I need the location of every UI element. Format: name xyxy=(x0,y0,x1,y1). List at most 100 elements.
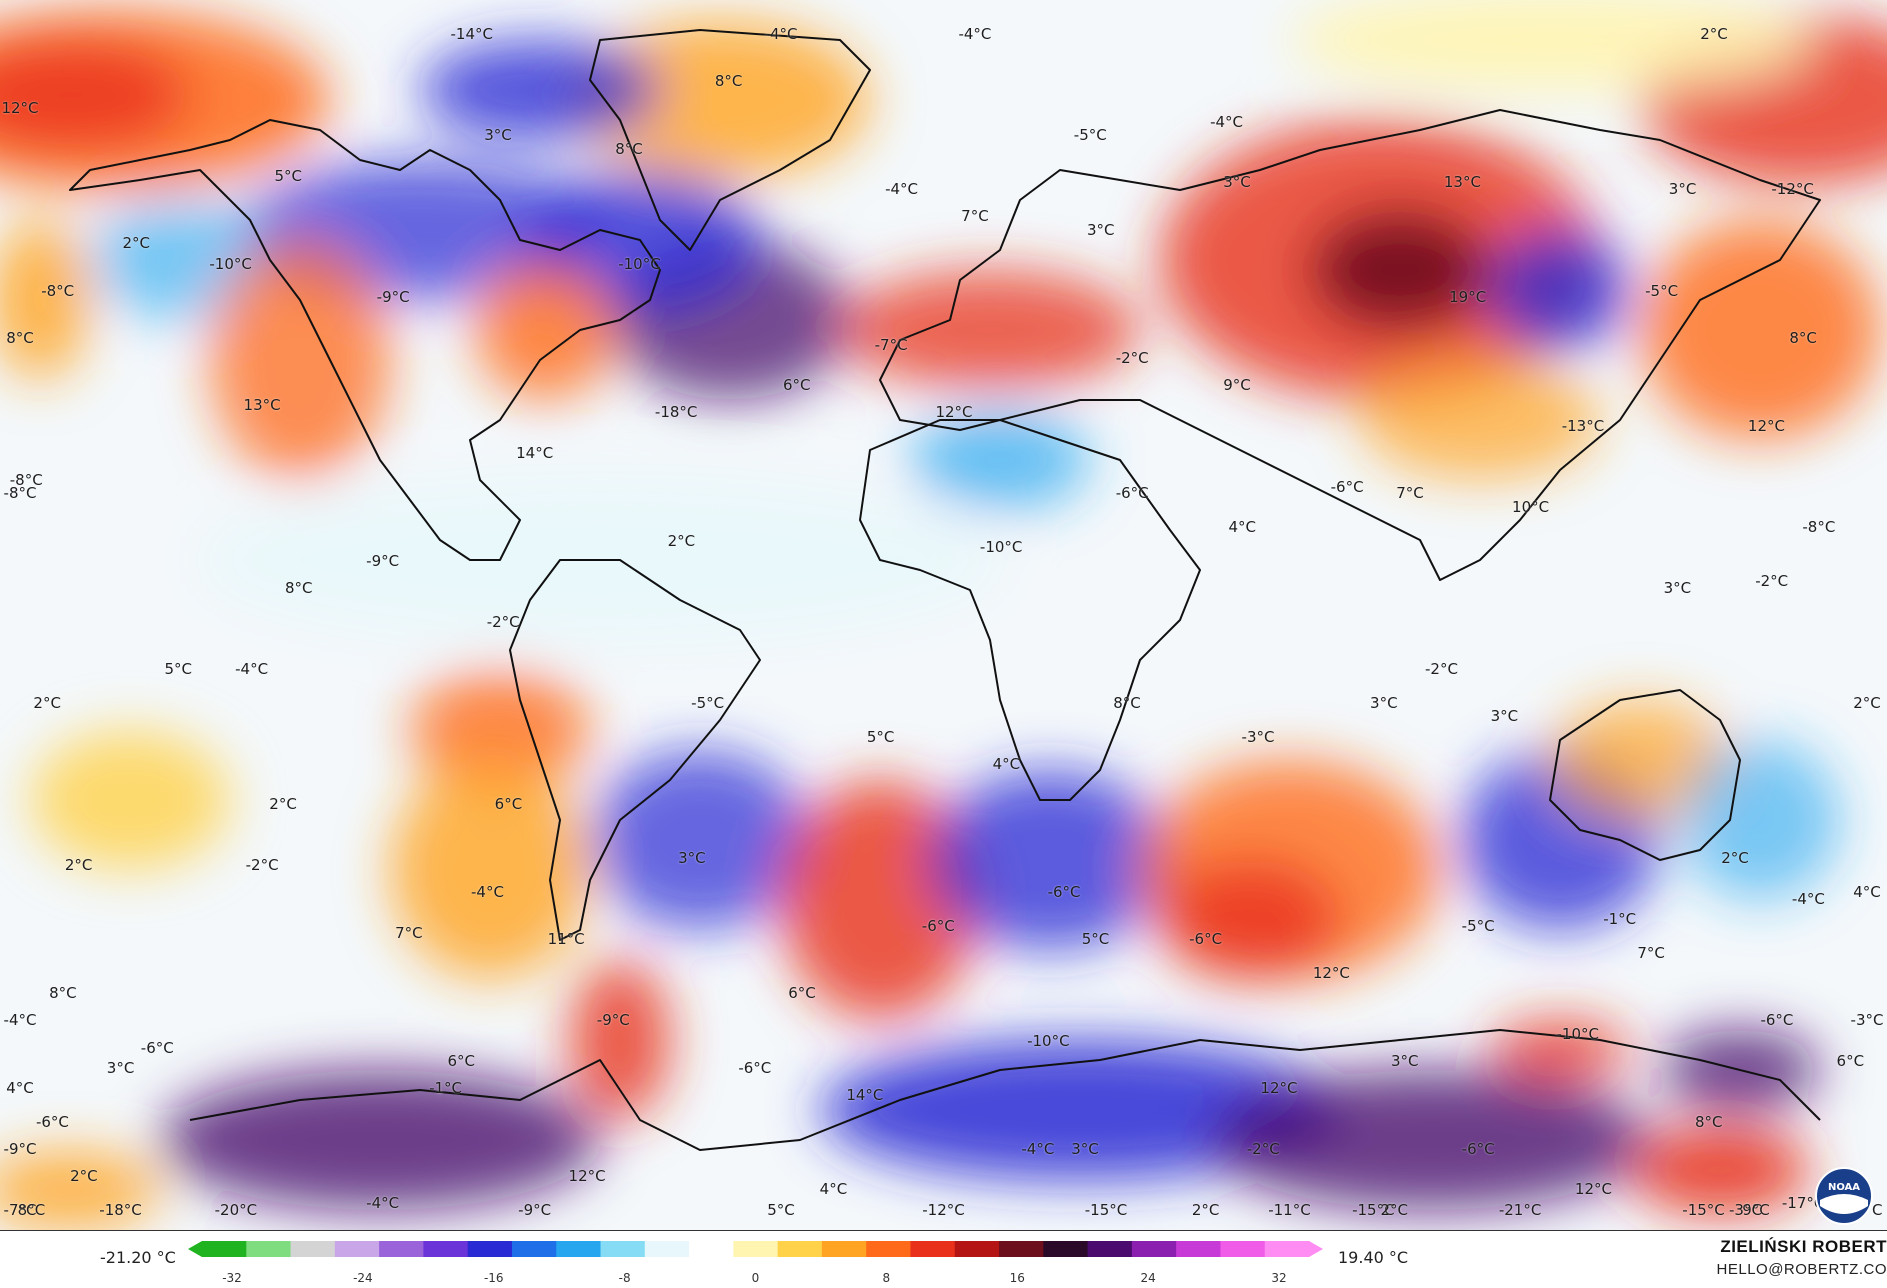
temperature-label: -2°C xyxy=(486,612,520,631)
colorbar-tick-label: 16 xyxy=(1009,1271,1025,1285)
temperature-label: -3°C xyxy=(1729,1200,1762,1219)
coastlines xyxy=(69,29,1821,1151)
colorbar-segment xyxy=(379,1241,424,1257)
temperature-label: 12°C xyxy=(1260,1079,1298,1098)
temperature-label: -2°C xyxy=(1424,660,1458,679)
south-america-outline xyxy=(509,559,761,941)
temperature-label: -14°C xyxy=(450,24,493,43)
temperature-label: 12°C xyxy=(1312,964,1350,983)
temperature-label: 2°C xyxy=(1721,849,1749,868)
author-name: ZIELIŃSKI ROBERT xyxy=(1720,1237,1887,1256)
colorbar-segment xyxy=(290,1241,336,1257)
temperature-label: -21°C xyxy=(1498,1200,1542,1219)
noaa-logo-icon: NOAA xyxy=(1815,1167,1873,1225)
temperature-label: -9°C xyxy=(518,1200,552,1219)
australia-outline xyxy=(1549,689,1741,861)
temperature-label: 9°C xyxy=(1223,376,1251,395)
temperature-label: 10°C xyxy=(1512,497,1550,516)
colorbar-segment xyxy=(999,1241,1044,1257)
colorbar-segment xyxy=(1043,1241,1089,1257)
temperature-label: -6°C xyxy=(1461,1139,1495,1158)
temperature-label: -6°C xyxy=(1047,883,1081,902)
temperature-label: 6°C xyxy=(788,984,816,1003)
colorbar-segment xyxy=(600,1241,646,1257)
colorbar-segment xyxy=(644,1241,690,1257)
temperature-label: 12°C xyxy=(1,99,39,118)
temperature-label: 2°C xyxy=(1700,24,1728,43)
temperature-label: 3°C xyxy=(1391,1052,1419,1071)
colorbar-gradient xyxy=(188,1241,1323,1257)
colorbar-segment xyxy=(246,1241,292,1257)
colorbar-segment xyxy=(1087,1241,1133,1257)
temperature-label: -10°C xyxy=(209,254,252,273)
author-email: HELLO@ROBERTZ.CO xyxy=(1716,1261,1887,1278)
temperature-label: 7°C xyxy=(961,207,989,226)
colorbar-tick-label: 32 xyxy=(1271,1271,1287,1285)
temperature-label: -6°C xyxy=(738,1058,772,1077)
temperature-label: 11°C xyxy=(547,930,585,949)
temperature-label: 8°C xyxy=(1695,1112,1723,1131)
temperature-label: -7°C xyxy=(874,335,908,354)
temperature-label: -10°C xyxy=(618,254,661,273)
temperature-label: -10°C xyxy=(979,538,1023,557)
temperature-label: 6°C xyxy=(1836,1052,1865,1071)
temperature-label: -4°C xyxy=(958,24,992,43)
temperature-label: -9°C xyxy=(596,1011,630,1030)
temperature-label: 4°C xyxy=(1853,883,1881,902)
temperature-label: 7°C xyxy=(1637,943,1665,962)
temperature-label: -15°C xyxy=(1084,1200,1128,1219)
colorbar-min-arrow xyxy=(188,1241,202,1257)
temperature-label: 12°C xyxy=(568,1166,606,1185)
temperature-anomaly-map: -14°C -4°C -4°C 2°C 12°C 8°C 3°C 8°C -5°C -4°C 5°C… xyxy=(0,0,1887,1230)
temperature-label: 3°C xyxy=(1490,707,1519,726)
min-value-label: -21.20 °C xyxy=(100,1248,176,1267)
temperature-label: 9°C xyxy=(1742,1200,1770,1219)
temperature-label: 4°C xyxy=(992,754,1021,773)
temperature-label: 2°C xyxy=(1380,1200,1409,1219)
temperature-label: -6°C xyxy=(140,1038,174,1057)
temperature-label: -2°C xyxy=(1115,349,1149,368)
temperature-label: -10°C xyxy=(1027,1031,1070,1050)
color-legend: -21.20 °C -32 -24 -16 -8 0 8 16 24 32 19.40 °C Z… xyxy=(0,1230,1887,1288)
temperature-label: 2°C xyxy=(667,531,696,550)
temperature-label: -11°C xyxy=(1268,1200,1311,1219)
temperature-label: 5°C xyxy=(164,660,192,679)
temperature-label: -6°C xyxy=(1760,1011,1794,1030)
temperature-label: -20°C xyxy=(214,1200,258,1219)
svg-text:NOAA: NOAA xyxy=(1828,1182,1860,1193)
temperature-label: 3°C xyxy=(1370,693,1398,712)
temperature-label: -4°C xyxy=(885,180,919,199)
temperature-label: 7°C xyxy=(1396,484,1424,503)
colorbar-max-arrow xyxy=(1309,1241,1323,1257)
temperature-label: 8°C xyxy=(714,72,743,91)
temperature-label: -3°C xyxy=(1241,727,1275,746)
colorbar-segment xyxy=(733,1241,779,1257)
temperature-label: 12°C xyxy=(1574,1180,1612,1199)
temperature-label: 3°C xyxy=(1663,578,1692,597)
temperature-label: -12°C xyxy=(1771,180,1814,199)
colorbar-segment xyxy=(777,1241,823,1257)
temperature-label: -15°C xyxy=(1352,1200,1395,1219)
colorbar-segment xyxy=(511,1241,557,1257)
max-value-label: 19.40 °C xyxy=(1338,1248,1409,1267)
temperature-label: 14°C xyxy=(846,1085,884,1104)
temperature-label: 2°C xyxy=(1191,1200,1220,1219)
colorbar-segment xyxy=(556,1241,602,1257)
temperature-label: -4°C xyxy=(1021,1139,1055,1158)
temperature-label: 2°C xyxy=(64,856,93,875)
temperature-label: -6°C xyxy=(1330,477,1364,496)
map-canvas xyxy=(0,0,1887,1230)
north-america-outline xyxy=(69,119,661,561)
colorbar-tick-label: -16 xyxy=(483,1271,504,1285)
temperature-label: 5°C xyxy=(274,166,303,185)
temperature-label: -4°C xyxy=(235,660,269,679)
temperature-label: 4°C xyxy=(1228,518,1257,537)
temperature-label: 19°C xyxy=(1449,288,1487,307)
temperature-label: 8°C xyxy=(6,328,34,347)
temperature-label: 3°C xyxy=(484,126,512,145)
temperature-label: -6°C xyxy=(1115,484,1149,503)
temperature-label: 2°C xyxy=(33,693,61,712)
temperature-label: 2°C xyxy=(1853,693,1881,712)
temperature-label: -2°C xyxy=(1246,1139,1280,1158)
temperature-label: 12°C xyxy=(1747,416,1785,435)
